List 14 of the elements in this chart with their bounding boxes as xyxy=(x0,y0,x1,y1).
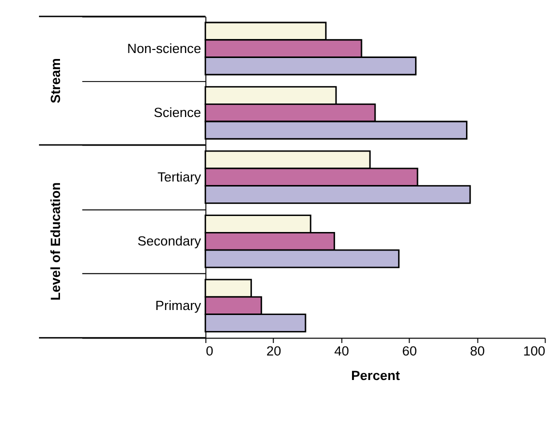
text: Stream xyxy=(48,58,63,104)
x-tick-label: 40 xyxy=(334,343,350,358)
x-tick-label: 100 xyxy=(523,343,546,358)
y-tick-label: Primary xyxy=(155,298,202,313)
x-tick-label: 60 xyxy=(402,343,417,358)
y-tick-label: Secondary xyxy=(138,234,202,249)
x-tick-label: 0 xyxy=(206,343,214,358)
y-tick-label: Tertiary xyxy=(157,169,202,184)
y-tick-label: Non-science xyxy=(127,40,202,56)
y-tick-label: Science xyxy=(154,105,202,120)
x-axis-title: Percent xyxy=(351,368,401,384)
x-tick-label: 80 xyxy=(470,343,485,358)
text: Level of Education xyxy=(48,182,63,300)
x-tick-label: 20 xyxy=(266,343,282,358)
